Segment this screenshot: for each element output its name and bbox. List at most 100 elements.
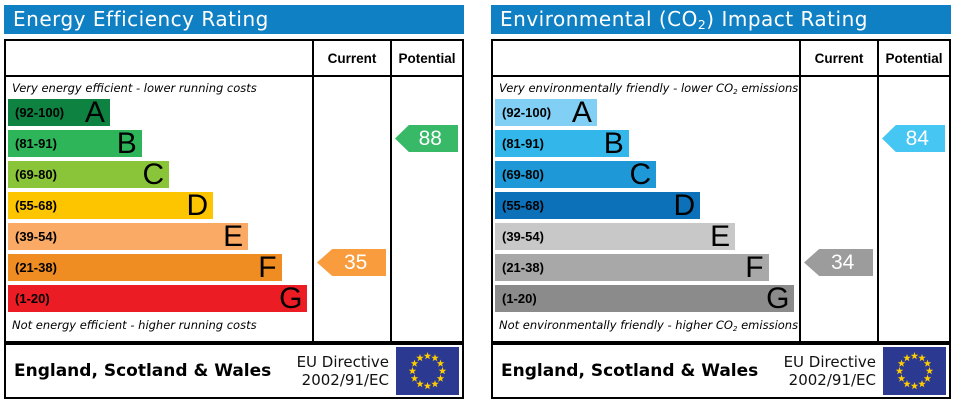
energy-rating-table: Current Potential Very energy efficient … — [4, 39, 464, 343]
potential-column-header: Potential — [877, 41, 949, 77]
eu-directive-line1: EU Directive — [783, 353, 876, 371]
band-row-g: (1-20) G — [495, 283, 799, 313]
top-hint-text: Very environmentally friendly - lower CO — [499, 81, 734, 95]
band-row-b: (81-91) B — [495, 126, 799, 160]
bottom-hint: Not environmentally friendly - higher CO… — [495, 316, 799, 334]
region-label: England, Scotland & Wales — [14, 361, 272, 381]
band-letter: B — [116, 126, 137, 160]
potential-column-header: Potential — [390, 41, 462, 77]
band-c: (69-80) C — [495, 157, 657, 191]
bottom-hint-subscript: 2 — [732, 323, 738, 333]
current-column: 34 — [799, 77, 877, 341]
panel-title-subscript: 2 — [697, 16, 707, 32]
panel-title-text: Environmental (CO — [500, 7, 698, 31]
band-a: (92-100) A — [495, 95, 597, 129]
energy-efficiency-panel: Energy Efficiency Rating Current Potenti… — [4, 5, 464, 404]
eu-directive-line2: 2002/91/EC — [788, 371, 876, 389]
band-range-label: (92-100) — [502, 105, 552, 120]
band-g: (1-20) G — [8, 281, 308, 315]
region-label: England, Scotland & Wales — [501, 361, 759, 381]
co2-impact-panel: Environmental (CO2) Impact Rating Curren… — [491, 5, 951, 404]
current-column-header: Current — [799, 41, 877, 77]
band-row-a: (92-100) A — [8, 95, 312, 129]
band-d: (55-68) D — [8, 188, 214, 222]
potential-rating-value: 88 — [418, 126, 442, 150]
current-rating-value: 34 — [830, 250, 855, 274]
band-row-f: (21-38) F — [8, 250, 312, 284]
band-g: (1-20) G — [495, 283, 795, 313]
potential-column: 88 — [390, 77, 462, 341]
band-letter: F — [258, 250, 277, 284]
band-range-label: (1-20) — [15, 291, 50, 306]
band-f: (21-38) F — [495, 250, 769, 284]
co2-panel-footer: England, Scotland & Wales EU Directive 2… — [491, 343, 951, 399]
top-hint: Very energy efficient - lower running co… — [8, 79, 312, 97]
bottom-hint: Not energy efficient - higher running co… — [8, 316, 312, 334]
current-rating-arrow: 34 — [804, 249, 873, 276]
band-letter: F — [745, 250, 764, 284]
potential-column: 84 — [877, 77, 949, 341]
band-a: (92-100) A — [8, 95, 110, 129]
band-letter: C — [142, 157, 165, 191]
band-row-e: (39-54) E — [495, 219, 799, 253]
band-range-label: (39-54) — [15, 229, 57, 244]
band-range-label: (55-68) — [502, 198, 544, 213]
band-row-c: (69-80) C — [495, 157, 799, 191]
band-row-e: (39-54) E — [8, 219, 312, 253]
current-rating-arrow: 35 — [317, 249, 386, 276]
band-c: (69-80) C — [8, 157, 170, 191]
band-range-label: (69-80) — [15, 167, 57, 182]
co2-bands-area: Very environmentally friendly - lower CO… — [493, 77, 799, 341]
eu-directive-line1: EU Directive — [296, 353, 389, 371]
band-range-label: (81-91) — [502, 136, 544, 151]
band-b: (81-91) B — [495, 126, 629, 160]
band-b: (81-91) B — [8, 126, 142, 160]
band-range-label: (92-100) — [15, 105, 65, 120]
band-e: (39-54) E — [8, 219, 249, 253]
band-row-d: (55-68) D — [8, 188, 312, 222]
current-column-header: Current — [312, 41, 390, 77]
band-range-label: (69-80) — [502, 167, 544, 182]
band-row-d: (55-68) D — [495, 188, 799, 222]
band-row-c: (69-80) C — [8, 157, 312, 191]
top-hint-text-post: emissions — [737, 81, 799, 95]
band-d: (55-68) D — [495, 188, 701, 222]
energy-panel-footer: England, Scotland & Wales EU Directive 2… — [4, 343, 464, 399]
band-letter: G — [279, 281, 303, 315]
eu-directive-label: EU Directive 2002/91/EC — [784, 353, 876, 389]
empty-header-cell — [493, 41, 799, 77]
band-letter: E — [710, 219, 731, 253]
panel-title-text: Energy Efficiency Rating — [13, 7, 269, 31]
band-letter: A — [571, 95, 592, 129]
potential-rating-arrow: 84 — [882, 125, 945, 152]
band-row-a: (92-100) A — [495, 95, 799, 129]
band-row-b: (81-91) B — [8, 126, 312, 160]
top-hint: Very environmentally friendly - lower CO… — [495, 79, 799, 97]
band-letter: D — [186, 188, 209, 222]
bottom-hint-text: Not energy efficient - higher running co… — [12, 318, 257, 332]
empty-header-cell — [6, 41, 312, 77]
band-letter: E — [223, 219, 244, 253]
co2-rating-table: Current Potential Very environmentally f… — [491, 39, 951, 343]
current-rating-value: 35 — [343, 250, 368, 274]
current-column: 35 — [312, 77, 390, 341]
potential-rating-value: 84 — [905, 126, 929, 150]
band-range-label: (39-54) — [502, 229, 544, 244]
band-e: (39-54) E — [495, 219, 736, 253]
bottom-hint-text: Not environmentally friendly - higher CO — [499, 318, 733, 332]
band-range-label: (21-38) — [15, 260, 57, 275]
band-letter: D — [673, 188, 696, 222]
eu-directive-line2: 2002/91/EC — [301, 371, 389, 389]
band-range-label: (21-38) — [502, 260, 544, 275]
band-letter: C — [629, 157, 652, 191]
band-range-label: (1-20) — [502, 291, 537, 306]
energy-bands-area: Very energy efficient - lower running co… — [6, 77, 312, 341]
band-letter: A — [84, 95, 105, 129]
eu-flag-icon — [883, 347, 946, 395]
bottom-hint-text-post: emissions — [737, 318, 799, 332]
band-row-g: (1-20) G — [8, 281, 312, 315]
energy-panel-title: Energy Efficiency Rating — [4, 5, 464, 34]
band-letter: B — [603, 126, 624, 160]
eu-flag-icon — [396, 347, 459, 395]
band-f: (21-38) F — [8, 250, 282, 284]
